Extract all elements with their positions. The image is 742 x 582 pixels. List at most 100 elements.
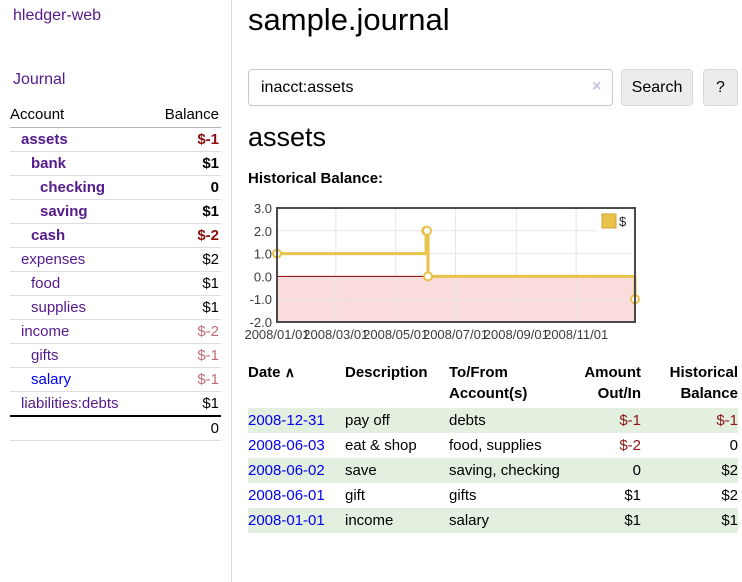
sort-ascending-icon: ∧ xyxy=(284,364,295,380)
sidebar-account-link-income[interactable]: income xyxy=(21,322,70,340)
sidebar-account-link-salary[interactable]: salary xyxy=(31,370,72,388)
transaction-date-link[interactable]: 2008-06-01 xyxy=(248,487,325,504)
transaction-accounts: debts xyxy=(449,412,486,429)
account-balance: $-1 xyxy=(149,367,221,392)
register-header-date[interactable]: Date ∧ xyxy=(248,360,345,408)
clear-search-icon[interactable]: × xyxy=(592,78,602,95)
app-brand-link[interactable]: hledger-web xyxy=(13,7,102,24)
account-balance: $1 xyxy=(149,271,221,296)
account-balance: $1 xyxy=(149,199,221,224)
sidebar-account-link-food[interactable]: food xyxy=(31,274,61,292)
transaction-accounts: gifts xyxy=(449,487,477,504)
account-balance: $-1 xyxy=(149,343,221,368)
account-balance: $1 xyxy=(149,295,221,320)
transaction-date-link[interactable]: 2008-06-03 xyxy=(248,437,325,454)
sidebar-account-link-cash[interactable]: cash xyxy=(31,226,66,244)
transaction-balance: $2 xyxy=(721,462,738,479)
svg-text:2008/03/01: 2008/03/01 xyxy=(303,327,368,342)
transaction-description: income xyxy=(345,512,394,529)
svg-text:2.0: 2.0 xyxy=(254,224,272,239)
register-header-accounts: To/From Account(s) xyxy=(449,360,560,408)
chart-title: Historical Balance: xyxy=(248,170,384,187)
sidebar: hledger-web Journal Account Balance asse… xyxy=(0,0,232,582)
date-header-label: Date xyxy=(248,364,281,381)
account-row: salary $-1 xyxy=(10,367,221,392)
account-row: assets $-1 xyxy=(10,127,221,152)
accounts-header-line2: Account(s) xyxy=(449,385,528,402)
account-balance: $-2 xyxy=(149,223,221,248)
account-row: food $1 xyxy=(10,271,221,296)
transaction-amount: $1 xyxy=(624,512,641,529)
transaction-date-link[interactable]: 2008-12-31 xyxy=(248,412,325,429)
transaction-balance: $2 xyxy=(721,487,738,504)
transaction-balance: 0 xyxy=(729,437,738,454)
register-header-balance: Historical Balance xyxy=(641,360,738,408)
accounts-header-account: Account xyxy=(10,103,149,128)
svg-text:1.0: 1.0 xyxy=(254,247,272,262)
register-header-amount: Amount Out/In xyxy=(560,360,641,408)
balance-header-line2: Balance xyxy=(680,385,738,402)
account-row: cash $-2 xyxy=(10,223,221,248)
sidebar-account-link-supplies[interactable]: supplies xyxy=(31,298,87,316)
transaction-description: gift xyxy=(345,487,366,504)
account-balance: 0 xyxy=(149,175,221,200)
transaction-date-link[interactable]: 2008-01-01 xyxy=(248,512,325,529)
register-table-body: 2008-12-31 pay off debts $-1 $-1 2008-06-03 ea… xyxy=(248,408,738,533)
svg-text:2008/07/01: 2008/07/01 xyxy=(423,327,488,342)
transaction-accounts: salary xyxy=(449,512,490,529)
account-balance: $1 xyxy=(149,391,221,416)
account-heading: assets xyxy=(248,122,327,152)
transaction-description: pay off xyxy=(345,412,390,429)
search-input[interactable] xyxy=(248,69,613,106)
transaction-amount: $-2 xyxy=(619,437,641,454)
register-row: 2008-06-02 save saving, checking 0 $2 xyxy=(248,458,738,483)
register-row: 2008-12-31 pay off debts $-1 $-1 xyxy=(248,408,738,433)
help-button[interactable]: ? xyxy=(703,69,738,106)
transaction-balance: $1 xyxy=(721,512,738,529)
sidebar-account-link-bank[interactable]: bank xyxy=(31,154,67,172)
accounts-header-row: Account Balance xyxy=(10,103,221,128)
sidebar-account-link-saving[interactable]: saving xyxy=(40,202,88,220)
transaction-amount: $-1 xyxy=(619,412,641,429)
svg-text:-1.0: -1.0 xyxy=(250,292,272,307)
svg-text:0.0: 0.0 xyxy=(254,269,272,284)
sidebar-account-link-checking[interactable]: checking xyxy=(40,178,106,196)
amount-header-line1: Amount xyxy=(584,364,641,381)
account-row: income $-2 xyxy=(10,319,221,344)
account-row: liabilities:debts $1 xyxy=(10,391,221,416)
amount-header-line2: Out/In xyxy=(597,385,641,402)
accounts-table-body: assets $-1 bank $1 checking 0 saving $1 cash $-2 e… xyxy=(10,127,221,416)
svg-text:2008/09/01: 2008/09/01 xyxy=(484,327,549,342)
account-row: checking 0 xyxy=(10,175,221,200)
account-row: bank $1 xyxy=(10,151,221,176)
transaction-amount: $1 xyxy=(624,487,641,504)
sidebar-account-link-liabilities-debts[interactable]: liabilities:debts xyxy=(21,394,119,412)
account-balance: $1 xyxy=(149,151,221,176)
register-header-row: Date ∧ Description To/From Account(s) Am… xyxy=(248,360,738,408)
historical-balance-chart: $3.0 2.0 1.0 0.0 -1.0 -2.02008/01/012008/03/0… xyxy=(244,201,640,342)
transaction-balance: $-1 xyxy=(716,412,738,429)
sidebar-account-link-expenses[interactable]: expenses xyxy=(21,250,86,268)
svg-text:$: $ xyxy=(619,214,627,229)
svg-text:2008/11/01: 2008/11/01 xyxy=(544,327,608,342)
svg-text:-2.0: -2.0 xyxy=(250,315,272,330)
sidebar-item-journal[interactable]: Journal xyxy=(13,71,66,88)
accounts-total-spacer xyxy=(10,414,149,441)
account-row: saving $1 xyxy=(10,199,221,224)
balance-header-line1: Historical xyxy=(669,364,738,381)
register-row: 2008-06-03 eat & shop food, supplies $-2 0 xyxy=(248,433,738,458)
search-button[interactable]: Search xyxy=(621,69,693,106)
account-balance: $-2 xyxy=(149,319,221,344)
account-row: gifts $-1 xyxy=(10,343,221,368)
sidebar-account-link-gifts[interactable]: gifts xyxy=(31,346,59,364)
transaction-accounts: food, supplies xyxy=(449,437,542,454)
register-row: 2008-01-01 income salary $1 $1 xyxy=(248,508,738,533)
transaction-date-link[interactable]: 2008-06-02 xyxy=(248,462,325,479)
sidebar-account-link-assets[interactable]: assets xyxy=(21,130,68,148)
transaction-description: eat & shop xyxy=(345,437,417,454)
account-balance: $-1 xyxy=(149,127,221,152)
account-row: expenses $2 xyxy=(10,247,221,272)
accounts-header-line1: To/From xyxy=(449,364,508,381)
accounts-header-balance: Balance xyxy=(149,103,221,128)
accounts-table: Account Balance assets $-1 bank $1 checking 0… xyxy=(10,103,221,441)
